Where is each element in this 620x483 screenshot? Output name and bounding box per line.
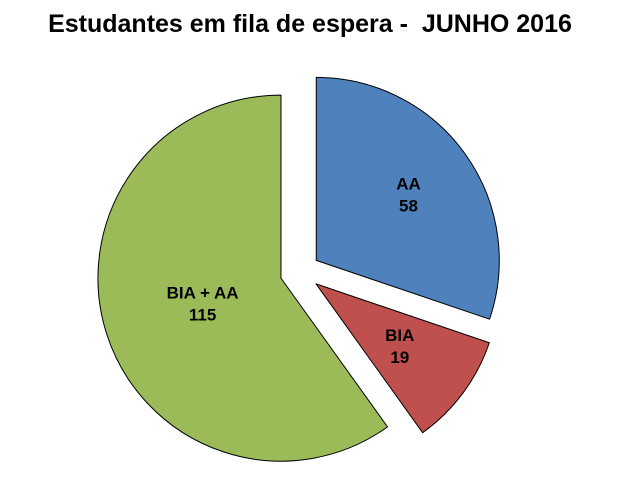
pie-slice-bia-aa	[97, 94, 389, 462]
pie-slice-label: BIA 19	[385, 326, 414, 367]
pie-slice-label: AA 58	[396, 174, 421, 215]
pie-slice-aa	[315, 76, 500, 320]
pie-slice-label: BIA + AA 115	[167, 283, 239, 324]
pie-slice-bia	[315, 283, 490, 434]
chart-title: Estudantes em fila de espera - JUNHO 201…	[48, 10, 572, 38]
